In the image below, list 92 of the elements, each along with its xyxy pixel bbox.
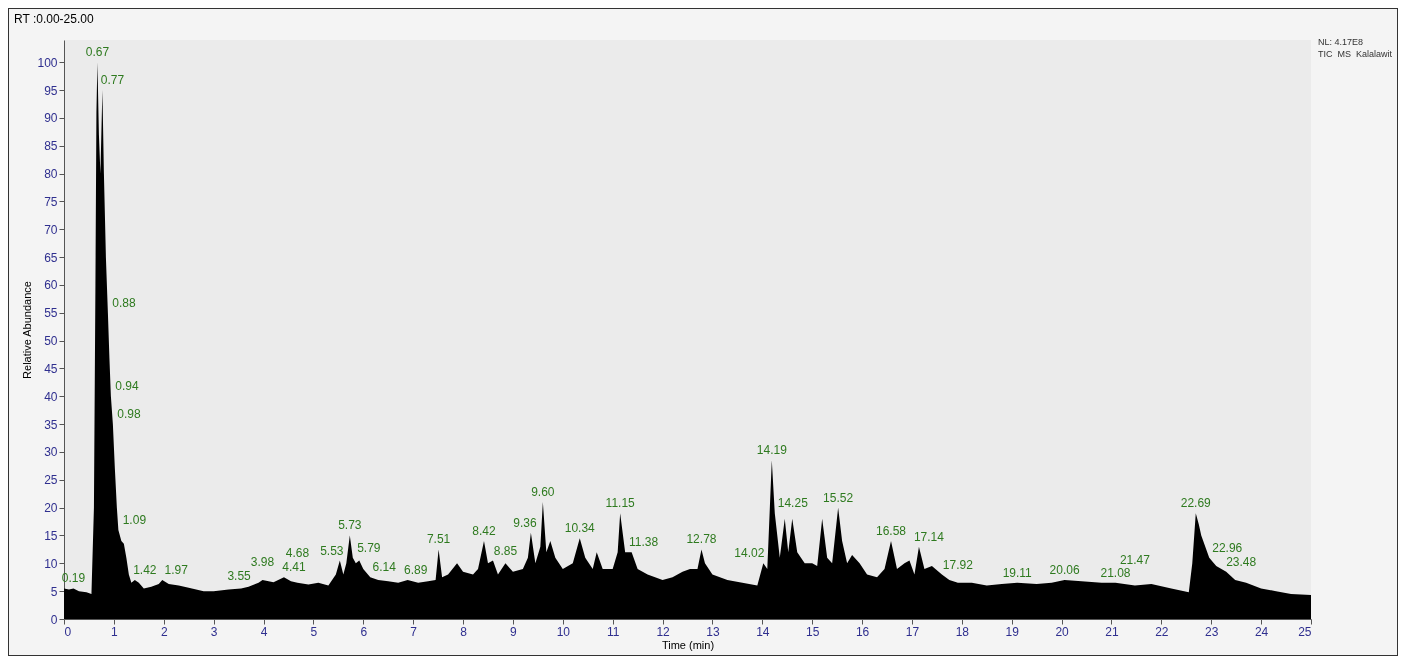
annotation: 9.36 (513, 515, 537, 530)
x-tick-label: 9 (510, 624, 518, 639)
x-tick-label: 11 (606, 624, 620, 639)
x-tick-label: 21 (1105, 624, 1119, 639)
annotation: 5.79 (357, 540, 381, 555)
y-tick-label: 45 (44, 361, 58, 376)
x-tick-label: 12 (656, 624, 671, 639)
x-tick-label: 3 (210, 624, 218, 639)
annotation: 3.55 (227, 569, 252, 584)
annotation: 22.96 (1212, 540, 1243, 555)
y-tick-label: 15 (44, 528, 58, 543)
annotation: 14.19 (756, 443, 788, 458)
x-tick-label: 13 (706, 624, 720, 639)
annotation: 21.08 (1100, 565, 1131, 580)
y-tick-label: 65 (44, 250, 58, 265)
x-tick-label: 2 (160, 624, 168, 639)
y-tick-label: 50 (44, 334, 58, 349)
x-tick-label: 19 (1005, 624, 1020, 639)
y-tick-label: 0 (50, 612, 58, 627)
x-tick-label: 6 (360, 624, 368, 639)
annotation: 0.98 (117, 407, 141, 422)
annotation: 8.42 (472, 524, 496, 539)
annotation: 1.42 (133, 563, 157, 578)
y-tick-label: 25 (44, 473, 58, 488)
x-tick-label: 1 (111, 624, 119, 639)
x-tick-label: 5 (310, 624, 318, 639)
y-tick-label: 55 (44, 306, 58, 321)
x-tick-label: 8 (460, 624, 468, 639)
y-tick-label: 95 (44, 83, 58, 98)
annotation: 0.88 (112, 295, 136, 310)
annotation: 1.97 (164, 563, 189, 578)
x-tick-label: 22 (1155, 624, 1169, 639)
x-tick-label: 16 (855, 624, 870, 639)
text: RT :0.00-25.00 (14, 12, 94, 26)
annotation: 6.89 (403, 563, 428, 578)
y-tick-label: 30 (44, 445, 58, 460)
y-tick-label: 100 (37, 55, 58, 70)
annotation: 22.69 (1180, 496, 1212, 511)
annotation: 0.77 (100, 73, 125, 88)
annotation: 23.48 (1226, 555, 1257, 570)
x-tick-label: 0 (64, 624, 72, 639)
text: TIC MS Kalalawit (1318, 49, 1393, 59)
x-tick-label: 24 (1254, 624, 1269, 639)
x-tick-label: 18 (955, 624, 970, 639)
y-tick-label: 70 (44, 222, 58, 237)
y-tick-label: 40 (44, 389, 58, 404)
x-tick-label: 15 (806, 624, 820, 639)
x-tick-label: 17 (905, 624, 920, 639)
annotation: 10.34 (564, 521, 596, 536)
annotation: 12.78 (686, 532, 717, 547)
annotation: 4.68 (285, 545, 310, 560)
annotation: 6.14 (372, 560, 397, 575)
annotation: 9.60 (531, 485, 555, 500)
y-tick-label: 35 (44, 417, 58, 432)
y-tick-label: 90 (44, 111, 58, 126)
annotation: 3.98 (250, 555, 275, 570)
annotation: 11.15 (605, 496, 636, 511)
x-tick-label: 4 (260, 624, 268, 639)
x-axis-title: Time (min) (661, 638, 715, 651)
annotation: 14.02 (734, 546, 765, 561)
annotation: 8.85 (493, 544, 518, 559)
x-tick-label: 23 (1205, 624, 1219, 639)
annotation: 20.06 (1049, 563, 1080, 578)
text: NL: 4.17E8 (1318, 37, 1364, 47)
annotation: 11.38 (629, 535, 659, 550)
annotation: 5.73 (338, 518, 362, 533)
annotation: 15.52 (823, 490, 854, 505)
annotation: 16.58 (875, 524, 907, 539)
annotation: 0.94 (115, 379, 139, 394)
y-tick-label: 20 (44, 501, 58, 516)
x-tick-label: 10 (556, 624, 571, 639)
x-tick-label: 20 (1055, 624, 1070, 639)
y-tick-label: 5 (50, 584, 58, 599)
annotation: 1.09 (122, 512, 147, 527)
annotation: 7.51 (426, 532, 451, 547)
y-tick-label: 85 (44, 139, 58, 154)
annotation: 19.11 (1002, 565, 1033, 580)
y-tick-label: 60 (44, 278, 58, 293)
annotation: 17.92 (942, 557, 974, 572)
y-axis-title: Relative Abundance (21, 281, 34, 379)
annotation: 0.67 (85, 45, 110, 60)
annotation: 5.53 (320, 543, 344, 558)
annotation: 21.47 (1119, 552, 1151, 567)
x-tick-label: 7 (410, 624, 418, 639)
annotation: 14.25 (777, 496, 809, 511)
x-tick-label: 25 (1298, 624, 1312, 639)
y-tick-label: 80 (44, 167, 58, 182)
y-tick-label: 75 (44, 194, 58, 209)
annotation: 4.41 (282, 560, 306, 575)
y-tick-label: 10 (44, 556, 58, 571)
annotation: 17.14 (913, 529, 945, 544)
x-tick-label: 14 (756, 624, 770, 639)
